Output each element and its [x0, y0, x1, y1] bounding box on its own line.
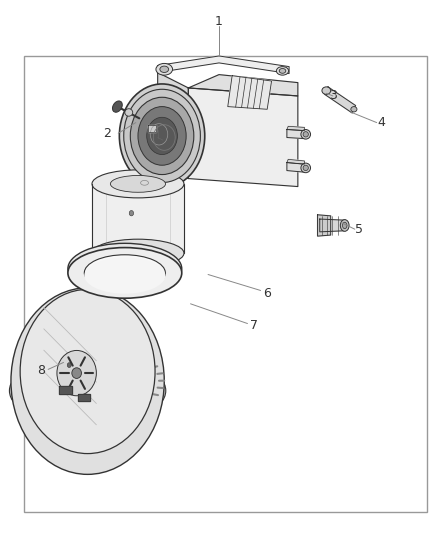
Polygon shape [148, 125, 156, 132]
Ellipse shape [124, 90, 200, 182]
Ellipse shape [301, 130, 311, 139]
Text: 1: 1 [215, 15, 223, 28]
Ellipse shape [68, 243, 182, 294]
Text: 7: 7 [250, 319, 258, 332]
Ellipse shape [11, 288, 164, 474]
Ellipse shape [301, 163, 311, 173]
Ellipse shape [110, 175, 166, 192]
Polygon shape [287, 130, 304, 139]
Ellipse shape [72, 368, 81, 378]
Ellipse shape [84, 257, 165, 294]
Ellipse shape [125, 109, 133, 116]
Text: 5: 5 [355, 223, 363, 236]
Polygon shape [318, 215, 331, 236]
Ellipse shape [276, 67, 289, 75]
Ellipse shape [343, 222, 347, 229]
Ellipse shape [113, 101, 122, 112]
Ellipse shape [131, 98, 194, 175]
Ellipse shape [10, 356, 166, 426]
Ellipse shape [20, 289, 155, 454]
Text: 3: 3 [329, 90, 337, 102]
Ellipse shape [57, 351, 96, 395]
Polygon shape [287, 126, 304, 131]
Ellipse shape [303, 165, 308, 171]
Text: 4: 4 [377, 116, 385, 129]
Ellipse shape [84, 255, 165, 291]
Text: 2: 2 [103, 127, 111, 140]
Polygon shape [287, 163, 304, 172]
Ellipse shape [303, 132, 308, 137]
Polygon shape [287, 159, 304, 164]
Ellipse shape [68, 247, 182, 298]
Text: 8: 8 [38, 364, 46, 377]
Polygon shape [188, 88, 298, 187]
Polygon shape [158, 72, 188, 179]
Text: 6: 6 [263, 287, 271, 300]
Ellipse shape [160, 66, 169, 72]
Polygon shape [59, 386, 72, 394]
Ellipse shape [129, 211, 134, 216]
Ellipse shape [92, 170, 184, 198]
Ellipse shape [322, 87, 331, 94]
Ellipse shape [340, 220, 349, 231]
Ellipse shape [92, 239, 184, 267]
Ellipse shape [138, 107, 186, 165]
Polygon shape [158, 56, 289, 74]
Ellipse shape [67, 362, 71, 368]
Ellipse shape [119, 84, 205, 188]
Ellipse shape [147, 117, 177, 155]
Polygon shape [325, 87, 356, 113]
Polygon shape [78, 394, 90, 401]
Polygon shape [92, 184, 184, 253]
Polygon shape [320, 219, 344, 232]
Ellipse shape [351, 107, 357, 112]
Polygon shape [188, 75, 298, 96]
Ellipse shape [279, 68, 286, 74]
Polygon shape [228, 76, 272, 109]
Ellipse shape [156, 63, 173, 75]
Bar [24, 56, 427, 512]
